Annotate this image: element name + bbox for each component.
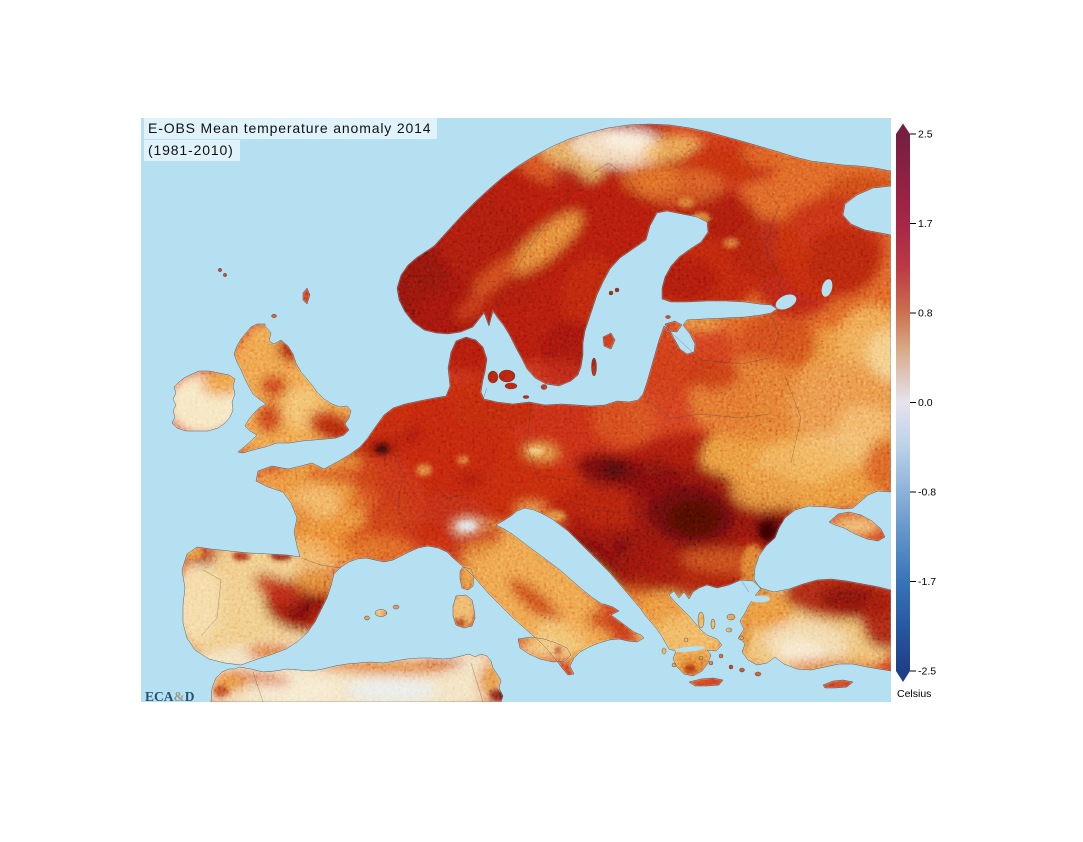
svg-text:Celsius: Celsius (897, 688, 931, 700)
svg-text:-0.8: -0.8 (918, 487, 936, 499)
svg-text:-2.5: -2.5 (918, 666, 936, 678)
svg-text:0.0: 0.0 (918, 397, 933, 409)
svg-text:1.7: 1.7 (918, 218, 933, 230)
svg-text:-1.7: -1.7 (918, 576, 936, 588)
svg-text:0.8: 0.8 (918, 308, 933, 320)
svg-text:2.5: 2.5 (918, 129, 933, 141)
